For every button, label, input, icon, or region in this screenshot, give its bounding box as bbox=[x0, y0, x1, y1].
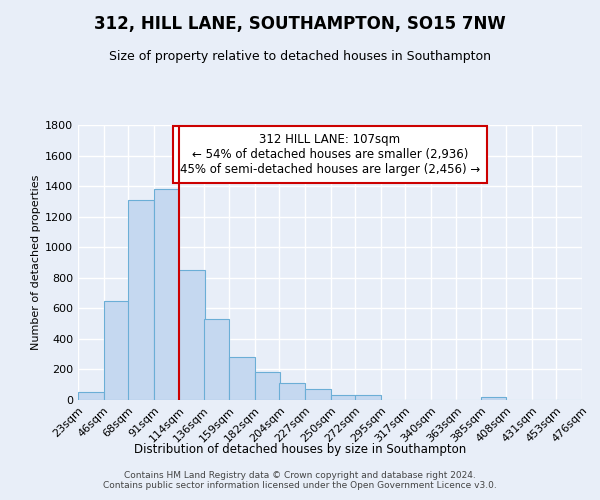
Bar bbox=[204, 319, 229, 400]
Bar bbox=[355, 396, 380, 400]
Text: 312 HILL LANE: 107sqm
← 54% of detached houses are smaller (2,936)
45% of semi-d: 312 HILL LANE: 107sqm ← 54% of detached … bbox=[180, 133, 480, 176]
Bar bbox=[481, 397, 506, 400]
Bar bbox=[128, 200, 154, 400]
Text: Distribution of detached houses by size in Southampton: Distribution of detached houses by size … bbox=[134, 442, 466, 456]
Y-axis label: Number of detached properties: Number of detached properties bbox=[31, 175, 41, 350]
Bar bbox=[229, 357, 255, 400]
Bar bbox=[104, 302, 129, 400]
Text: Size of property relative to detached houses in Southampton: Size of property relative to detached ho… bbox=[109, 50, 491, 63]
Text: Contains HM Land Registry data © Crown copyright and database right 2024.
Contai: Contains HM Land Registry data © Crown c… bbox=[103, 470, 497, 490]
Bar bbox=[280, 383, 305, 400]
Bar bbox=[331, 396, 356, 400]
Bar bbox=[154, 189, 179, 400]
Bar bbox=[179, 270, 205, 400]
Bar bbox=[305, 390, 331, 400]
Bar bbox=[78, 392, 104, 400]
Text: 312, HILL LANE, SOUTHAMPTON, SO15 7NW: 312, HILL LANE, SOUTHAMPTON, SO15 7NW bbox=[94, 15, 506, 33]
Bar bbox=[255, 372, 280, 400]
